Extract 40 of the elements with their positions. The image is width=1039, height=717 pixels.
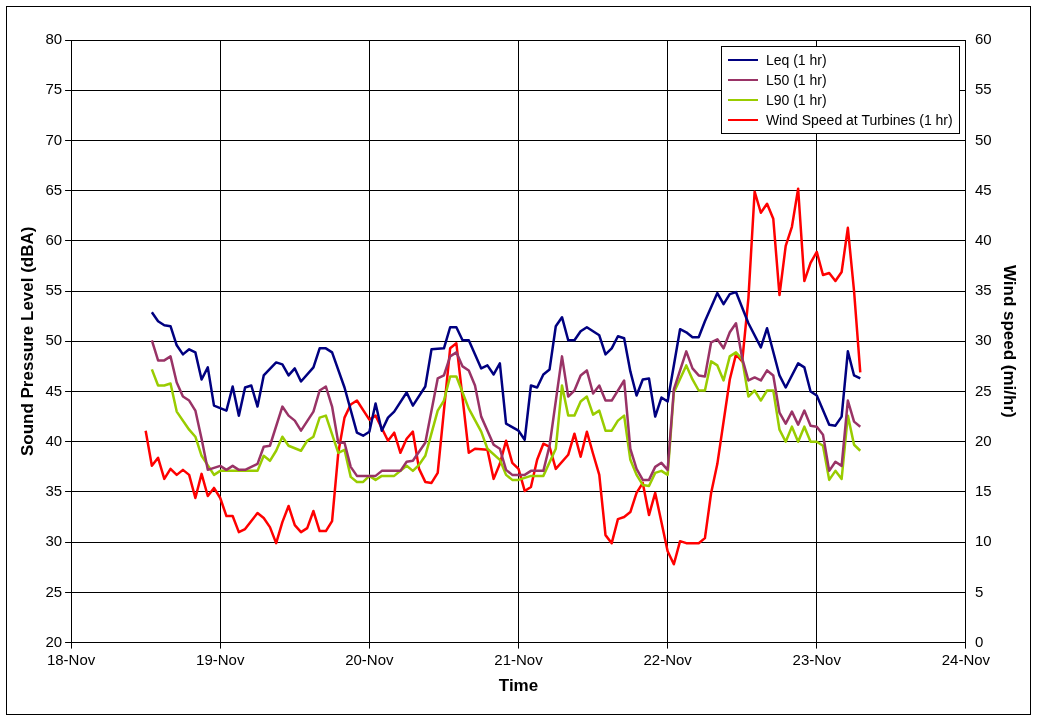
y-tick-label: 70 xyxy=(45,130,63,148)
y-tick-label: 20 xyxy=(45,632,63,650)
x-tick-label: 22-Nov xyxy=(643,650,693,668)
y-tick-label: 50 xyxy=(45,331,63,349)
legend-label: L50 (1 hr) xyxy=(765,71,827,90)
legend-label: Wind Speed at Turbines (1 hr) xyxy=(765,111,953,130)
y-tick-label: 80 xyxy=(45,30,63,48)
y-tick-label: 40 xyxy=(45,431,63,449)
y-axis-title: Sound Pressure Level (dBA) xyxy=(17,226,37,457)
y2-tick-label: 50 xyxy=(974,130,992,148)
x-tick-label: 20-Nov xyxy=(345,650,395,668)
y-tick-label: 65 xyxy=(45,180,63,198)
y2-tick-label: 5 xyxy=(974,582,984,600)
y-tick-label: 75 xyxy=(45,80,63,98)
y2-tick-label: 20 xyxy=(974,431,992,449)
y-tick-label: 35 xyxy=(45,482,63,500)
y-tick-label: 55 xyxy=(45,281,63,299)
x-tick-label: 19-Nov xyxy=(196,650,245,668)
y-tick-label: 45 xyxy=(45,381,63,399)
x-tick-label: 23-Nov xyxy=(792,650,842,668)
legend-label: L90 (1 hr) xyxy=(765,91,827,110)
y-tick-label: 30 xyxy=(45,532,63,550)
y2-tick-label: 15 xyxy=(974,482,992,500)
y2-tick-label: 55 xyxy=(974,80,992,98)
y2-tick-label: 0 xyxy=(974,632,984,650)
x-tick-label: 21-Nov xyxy=(494,650,544,668)
x-axis-title: Time xyxy=(498,676,539,696)
y2-tick-label: 10 xyxy=(974,532,992,550)
y2-tick-label: 25 xyxy=(974,381,992,399)
y2-axis-title: Wind speed (mi/hr) xyxy=(1000,264,1020,418)
y2-tick-label: 60 xyxy=(974,30,992,48)
x-tick-label: 18-Nov xyxy=(46,650,96,668)
y2-tick-label: 45 xyxy=(974,180,992,198)
legend-label: Leq (1 hr) xyxy=(765,51,827,70)
x-tick-label: 24-Nov xyxy=(941,650,991,668)
y2-tick-label: 35 xyxy=(974,281,992,299)
y2-tick-label: 40 xyxy=(974,231,992,249)
y-tick-label: 60 xyxy=(45,231,63,249)
y-tick-label: 25 xyxy=(45,582,63,600)
y2-tick-label: 30 xyxy=(974,331,992,349)
